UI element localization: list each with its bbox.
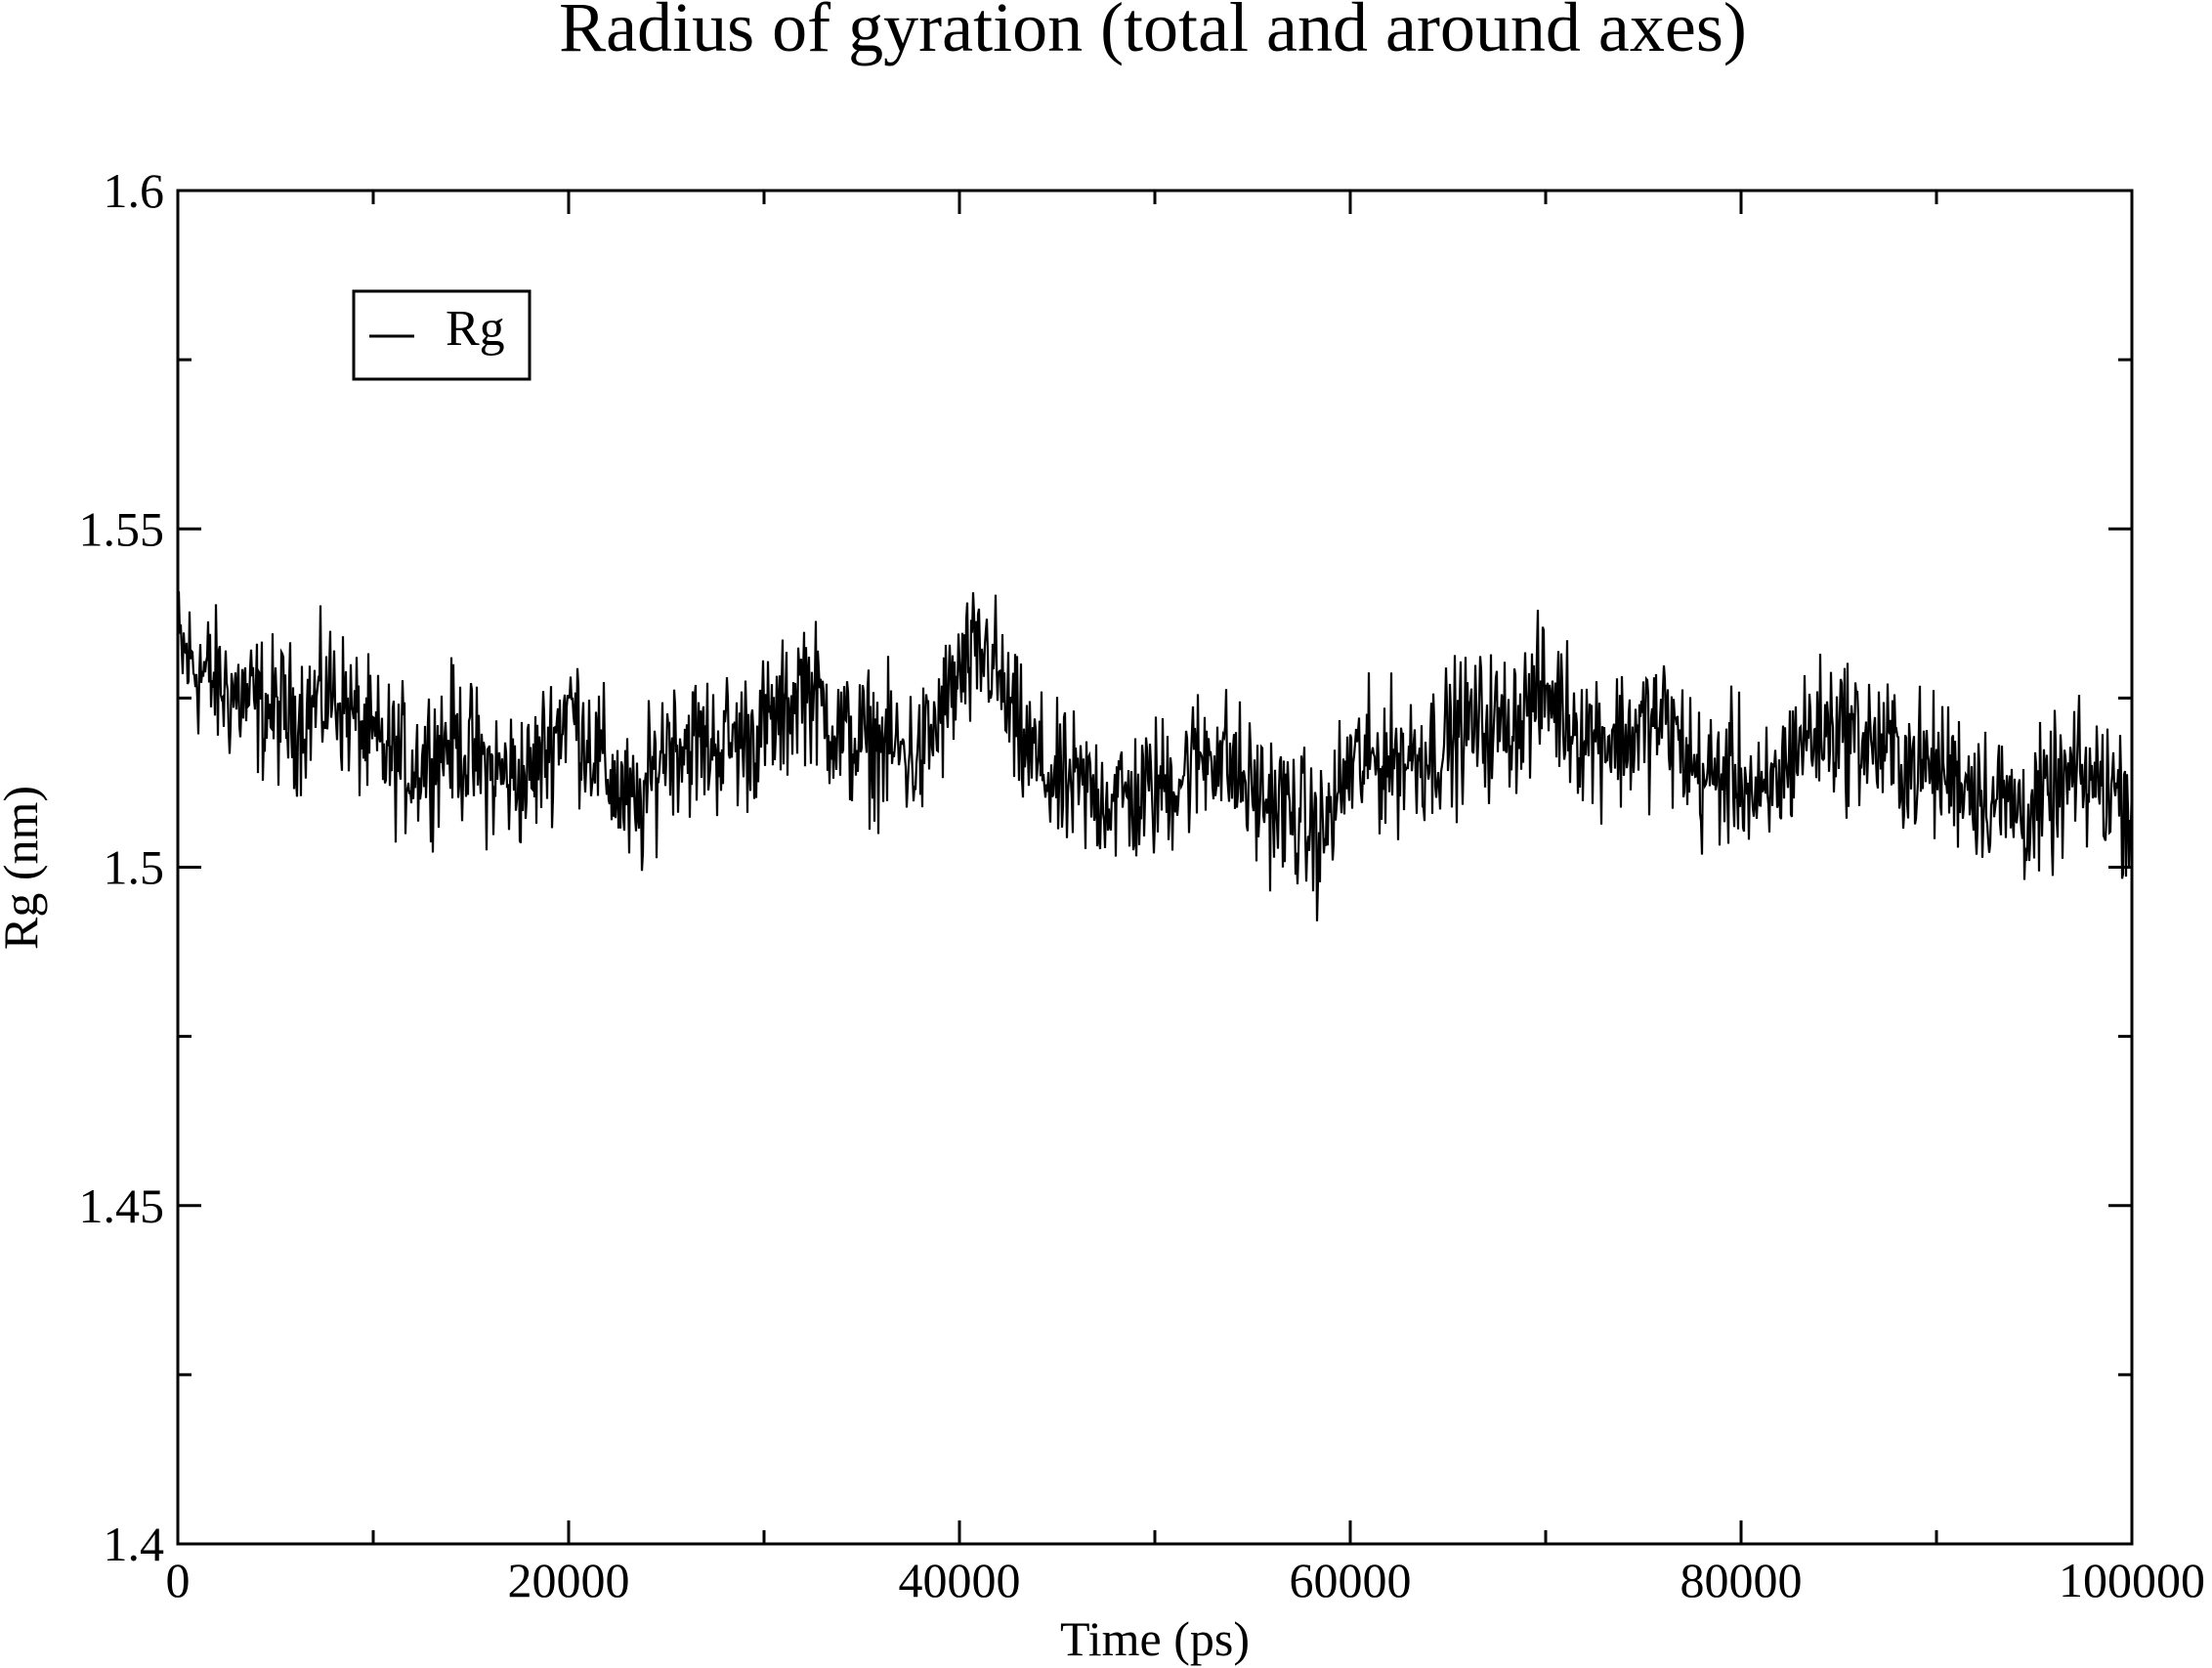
series-line-rg xyxy=(176,591,2134,921)
y-tick-label: 1.6 xyxy=(104,163,165,218)
y-tick-label: 1.5 xyxy=(104,840,165,895)
x-axis-ticks: 0 20000 40000 60000 80000 100000 xyxy=(166,191,2205,1607)
y-tick-label: 1.4 xyxy=(104,1517,165,1571)
x-tick-label: 60000 xyxy=(1290,1553,1412,1607)
chart-title: Radius of gyration (total and around axe… xyxy=(559,0,1747,66)
y-tick-label: 1.55 xyxy=(79,501,165,556)
series-layer xyxy=(176,591,2134,921)
y-axis-label: Rg (nm) xyxy=(0,786,48,950)
legend-label-rg: Rg xyxy=(446,301,505,357)
legend: Rg xyxy=(352,289,532,381)
plot-area-frame xyxy=(176,189,2134,1546)
x-tick-label: 40000 xyxy=(899,1553,1021,1607)
x-tick-label: 80000 xyxy=(1680,1553,1803,1607)
x-tick-label: 100000 xyxy=(2059,1553,2205,1607)
y-tick-label: 1.45 xyxy=(79,1178,165,1233)
x-axis-label: Time (ps) xyxy=(1060,1611,1250,1666)
x-tick-label: 20000 xyxy=(508,1553,630,1607)
x-tick-label: 0 xyxy=(166,1553,191,1607)
y-axis-ticks: 1.4 1.45 1.5 1.55 1.6 xyxy=(79,163,2132,1571)
